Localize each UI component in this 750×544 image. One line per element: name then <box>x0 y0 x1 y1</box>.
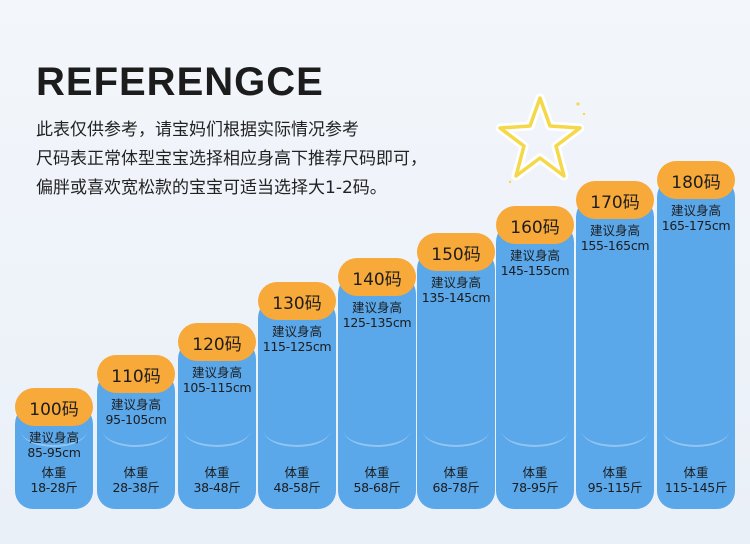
size-label: 140码 <box>352 269 402 290</box>
height-range: 145-155cm <box>500 263 570 278</box>
height-label: 建议身高 <box>191 365 242 380</box>
height-range: 105-115cm <box>182 380 252 395</box>
size-column: 130码 建议身高 115-125cm 体重 48-58斤 <box>258 282 336 509</box>
height-range: 135-145cm <box>421 290 491 305</box>
size-column: 160码 建议身高 145-155cm 体重 78-95斤 <box>496 206 574 509</box>
size-badge: 140码 <box>338 258 416 296</box>
height-label: 建议身高 <box>670 203 721 218</box>
size-column: 110码 建议身高 95-105cm 体重 28-38斤 <box>97 355 175 509</box>
size-label: 130码 <box>272 293 322 314</box>
weight-range: 95-115斤 <box>587 480 643 495</box>
weight-range: 48-58斤 <box>273 480 321 495</box>
weight-range: 78-95斤 <box>511 480 559 495</box>
size-badge: 130码 <box>258 282 336 320</box>
size-column: 120码 建议身高 105-115cm 体重 38-48斤 <box>178 323 256 509</box>
wave-decoration <box>184 415 250 447</box>
height-range: 85-95cm <box>27 445 81 460</box>
weight-label: 体重 <box>522 465 548 480</box>
height-range: 165-175cm <box>661 218 731 233</box>
height-range: 155-165cm <box>580 238 650 253</box>
weight-label: 体重 <box>443 465 469 480</box>
size-bar <box>657 177 735 509</box>
size-badge: 110码 <box>97 355 175 393</box>
size-badge: 180码 <box>657 161 735 199</box>
size-bar <box>338 274 416 509</box>
weight-range: 18-28斤 <box>30 480 78 495</box>
size-column: 150码 建议身高 135-145cm 体重 68-78斤 <box>417 233 495 509</box>
height-range: 95-105cm <box>105 412 167 427</box>
size-badge: 100码 <box>15 388 93 426</box>
weight-label: 体重 <box>284 465 310 480</box>
height-label: 建议身高 <box>509 248 560 263</box>
size-bar <box>178 339 256 509</box>
description: 此表仅供参考，请宝妈们根据实际情况参考 尺码表正常体型宝宝选择相应身高下推荐尺码… <box>36 116 427 203</box>
weight-range: 58-68斤 <box>353 480 401 495</box>
height-label: 建议身高 <box>271 324 322 339</box>
weight-label: 体重 <box>602 465 628 480</box>
wave-decoration <box>502 415 568 447</box>
size-column: 170码 建议身高 155-165cm 体重 95-115斤 <box>576 181 654 509</box>
description-line: 此表仅供参考，请宝妈们根据实际情况参考 <box>36 120 359 140</box>
height-label: 建议身高 <box>110 397 161 412</box>
size-label: 180码 <box>671 172 721 193</box>
size-column: 140码 建议身高 125-135cm 体重 58-68斤 <box>338 258 416 509</box>
size-label: 110码 <box>111 366 161 387</box>
star-icon <box>495 93 586 184</box>
wave-decoration <box>663 415 729 447</box>
description-line: 尺码表正常体型宝宝选择相应身高下推荐尺码即可， <box>36 149 427 169</box>
height-label: 建议身高 <box>351 300 402 315</box>
size-badge: 160码 <box>496 206 574 244</box>
weight-range: 38-48斤 <box>193 480 241 495</box>
wave-decoration <box>423 415 489 447</box>
height-range: 115-125cm <box>262 339 332 354</box>
size-bar <box>97 371 175 509</box>
size-bar <box>417 249 495 509</box>
weight-range: 115-145斤 <box>664 480 728 495</box>
size-bar <box>496 222 574 509</box>
size-column: 100码 建议身高 85-95cm 体重 18-28斤 <box>15 388 93 509</box>
weight-label: 体重 <box>123 465 149 480</box>
size-label: 150码 <box>431 244 481 265</box>
weight-range: 68-78斤 <box>432 480 480 495</box>
size-badge: 150码 <box>417 233 495 271</box>
size-label: 120码 <box>192 334 242 355</box>
weight-label: 体重 <box>204 465 230 480</box>
page-title: REFERENGCE <box>36 60 324 104</box>
size-bar <box>576 197 654 509</box>
height-label: 建议身高 <box>430 275 481 290</box>
height-label: 建议身高 <box>589 223 640 238</box>
wave-decoration <box>21 415 87 447</box>
wave-decoration <box>264 415 330 447</box>
height-label: 建议身高 <box>28 430 79 445</box>
size-label: 100码 <box>29 399 79 420</box>
wave-decoration <box>582 415 648 447</box>
size-badge: 120码 <box>178 323 256 361</box>
wave-decoration <box>344 415 410 447</box>
description-line: 偏胖或喜欢宽松款的宝宝可适当选择大1-2码。 <box>36 178 387 198</box>
weight-label: 体重 <box>364 465 390 480</box>
size-label: 160码 <box>510 217 560 238</box>
weight-label: 体重 <box>683 465 709 480</box>
height-range: 125-135cm <box>342 315 412 330</box>
weight-range: 28-38斤 <box>112 480 160 495</box>
size-bar <box>258 298 336 509</box>
weight-label: 体重 <box>41 465 67 480</box>
size-badge: 170码 <box>576 181 654 219</box>
wave-decoration <box>103 415 169 447</box>
size-label: 170码 <box>590 192 640 213</box>
size-column: 180码 建议身高 165-175cm 体重 115-145斤 <box>657 161 735 509</box>
